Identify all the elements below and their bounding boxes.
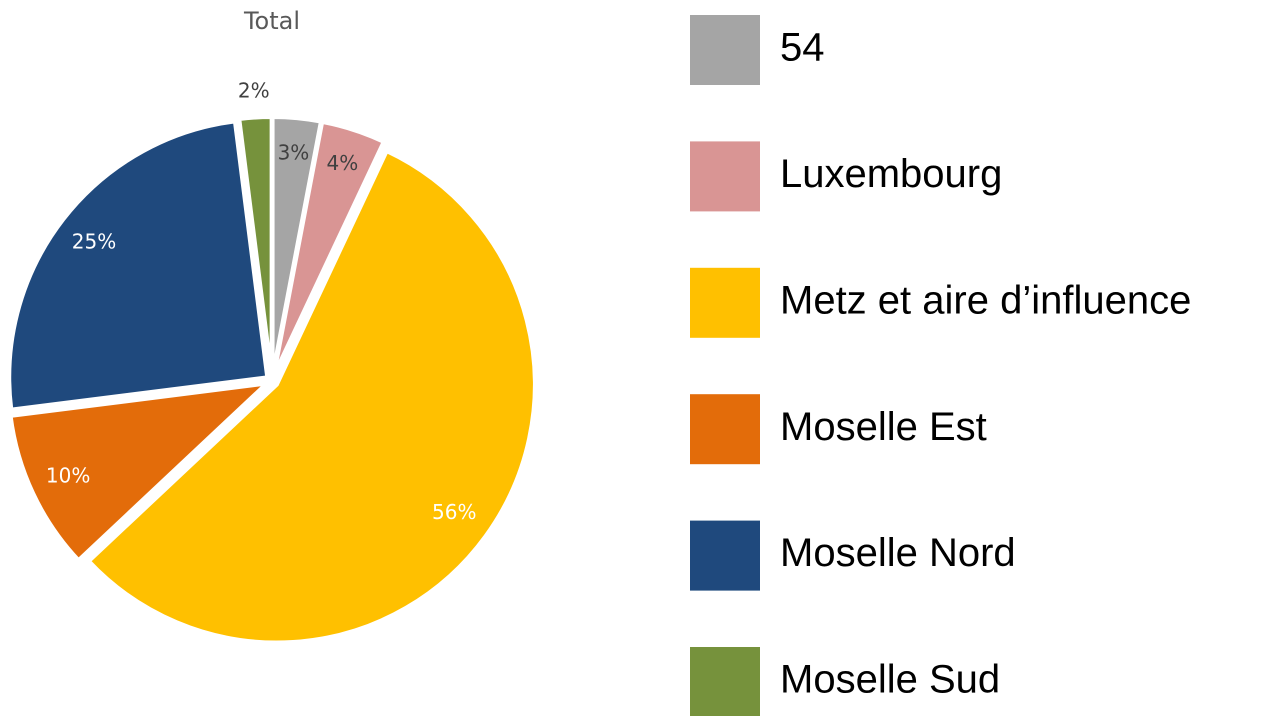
slice-label: 10%	[46, 463, 90, 487]
pie-slice	[237, 115, 274, 376]
legend-swatch	[690, 647, 760, 716]
legend-swatch	[690, 141, 760, 212]
legend-swatch	[690, 394, 760, 465]
pie-slice	[271, 119, 387, 377]
pie-slice	[85, 148, 537, 645]
legend-label: Moselle Nord	[780, 531, 1016, 575]
legend-swatch	[690, 267, 760, 338]
slice-label: 3%	[278, 141, 310, 165]
slice-label: 25%	[72, 229, 116, 253]
legend-label: Luxembourg	[780, 152, 1002, 196]
chart-title: Total	[243, 7, 300, 35]
slice-label: 56%	[432, 500, 476, 524]
legend-label: Metz et aire d’influence	[780, 278, 1191, 322]
legend-swatch	[690, 15, 760, 85]
legend-label: Moselle Sud	[780, 658, 1000, 702]
pie-slice	[8, 380, 273, 563]
slice-label: 4%	[327, 151, 359, 175]
legend-label: Moselle Est	[780, 405, 987, 449]
legend-label: 54	[780, 26, 825, 70]
slice-label: 2%	[238, 78, 270, 102]
pie-slice	[7, 119, 270, 412]
legend-swatch	[690, 520, 760, 591]
